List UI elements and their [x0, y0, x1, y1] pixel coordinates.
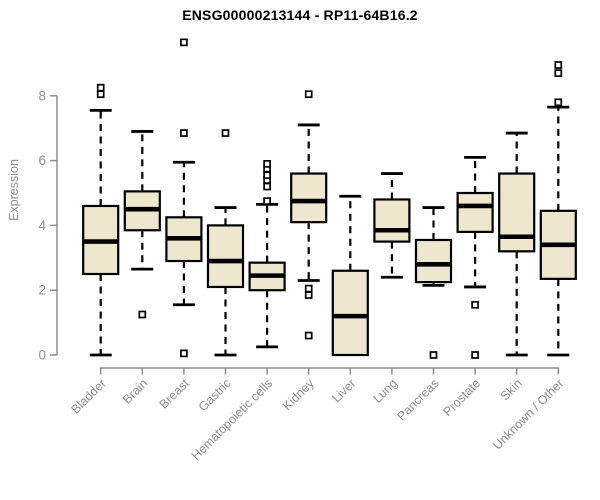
box-skin: [498, 131, 536, 357]
outlier-point: [263, 182, 271, 191]
y-tick-label: 2: [38, 283, 46, 298]
x-label-pancreas: Pancreas: [394, 376, 441, 423]
x-label-liver: Liver: [329, 376, 358, 405]
box-gastric: [206, 129, 245, 357]
y-tick-label: 0: [38, 348, 46, 363]
box-lung: [373, 172, 411, 279]
box-hematopoietic-cells: [248, 159, 286, 349]
outlier-point: [304, 331, 313, 340]
x-label-bladder: Bladder: [68, 376, 108, 416]
outlier-point: [138, 310, 147, 319]
x-label-kidney: Kidney: [280, 376, 317, 413]
outlier-point: [471, 300, 479, 309]
outlier-point: [554, 98, 563, 107]
box-liver: [331, 194, 369, 357]
outlier-point: [263, 171, 271, 180]
y-tick-label: 8: [38, 88, 46, 103]
box-pancreas: [414, 206, 453, 359]
outlier-point: [304, 284, 313, 293]
iqr-box: [331, 269, 369, 357]
chart-title: ENSG00000213144 - RP11-64B16.2: [182, 7, 418, 23]
iqr-box: [414, 238, 453, 284]
iqr-box: [290, 172, 328, 224]
x-label-gastric: Gastric: [196, 376, 234, 414]
x-label-unknown-other: Unknown / Other: [490, 376, 566, 452]
box-unknown-other: [539, 61, 577, 357]
outlier-point: [96, 83, 105, 92]
x-label-hematopoietic-cells: Hematopoietic cells: [189, 376, 276, 463]
box-kidney: [290, 90, 328, 340]
y-tick-label: 6: [38, 153, 46, 168]
iqr-box: [456, 191, 494, 233]
outlier-point: [221, 129, 230, 137]
outlier-point: [304, 90, 313, 99]
outlier-point: [180, 38, 188, 47]
x-label-brain: Brain: [120, 376, 151, 407]
outlier-point: [554, 69, 563, 77]
iqr-box: [373, 198, 411, 243]
iqr-box: [498, 172, 536, 253]
outlier-point: [180, 349, 188, 358]
x-label-breast: Breast: [157, 376, 193, 412]
box-breast: [165, 38, 203, 358]
x-label-lung: Lung: [370, 376, 400, 406]
x-label-prostate: Prostate: [440, 376, 483, 419]
box-prostate: [456, 155, 494, 359]
iqr-box: [206, 224, 245, 289]
y-tick-label: 4: [38, 218, 46, 233]
box-bladder: [82, 83, 120, 357]
box-brain: [123, 130, 161, 319]
outlier-point: [263, 159, 271, 168]
x-axis: [99, 367, 560, 375]
outlier-point: [471, 351, 479, 359]
outlier-point: [180, 129, 188, 137]
y-axis: [50, 95, 58, 356]
x-label-skin: Skin: [498, 376, 525, 403]
y-tick-labels: 0 2 4 6 8: [38, 88, 46, 362]
outlier-point: [96, 90, 105, 99]
outlier-point: [429, 351, 438, 359]
outlier-point: [263, 197, 271, 205]
outlier-point: [554, 61, 563, 69]
outlier-point: [304, 291, 313, 299]
